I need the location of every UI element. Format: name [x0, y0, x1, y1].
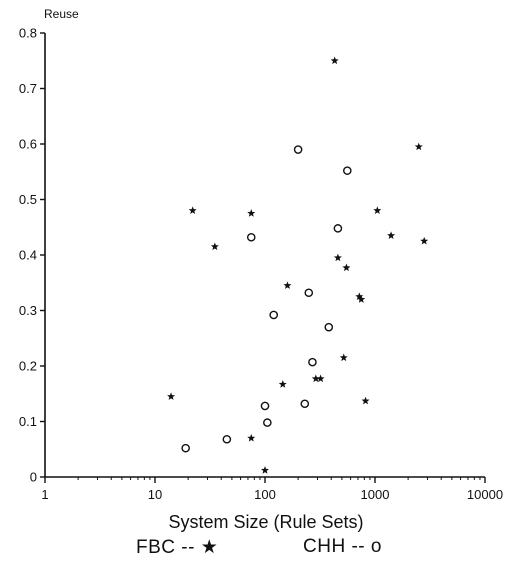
legend: FBC -- ★ CHH -- o: [0, 536, 515, 568]
chh-point: [324, 322, 334, 332]
fbc-point: [311, 374, 320, 383]
fbc-point: [355, 292, 364, 301]
x-tick-label: 1000: [361, 487, 390, 502]
x-axis-label: System Size (Rule Sets): [168, 512, 363, 532]
y-tick-label: 0.5: [19, 192, 37, 207]
y-tick-label: 0.6: [19, 137, 37, 152]
fbc-point: [261, 466, 269, 474]
chh-point: [300, 399, 310, 409]
y-axis-label: Reuse: [44, 7, 79, 21]
fbc-point: [316, 374, 325, 383]
fbc-point: [278, 380, 287, 388]
fbc-point: [188, 206, 197, 214]
fbc-point: [361, 396, 370, 405]
fbc-point: [167, 392, 176, 400]
y-tick-label: 0.2: [19, 359, 37, 374]
chh-point: [181, 443, 190, 453]
legend-chh: CHH -- o: [303, 536, 382, 558]
chh-point: [308, 357, 317, 367]
fbc-point: [247, 433, 256, 442]
x-tick-label: 100: [254, 487, 276, 502]
fbc-point: [414, 142, 423, 151]
chh-point: [333, 224, 343, 233]
fbc-point: [210, 242, 219, 251]
chh-point: [343, 166, 352, 175]
axes: 0 0.1 0.2 0.3 0.4 0.5 0.6 0.7 0.8 1 10 100 1000 10000: [19, 26, 503, 503]
chh-point: [263, 418, 272, 427]
x-tick-label: 10000: [467, 487, 503, 502]
fbc-point: [283, 281, 292, 289]
fbc-point: [420, 236, 429, 245]
x-tick-label: 10: [148, 487, 162, 502]
fbc-point: [339, 353, 348, 362]
fbc-point: [333, 253, 342, 262]
y-tick-label: 0.7: [19, 81, 37, 96]
fbc-point: [247, 209, 256, 217]
chh-point: [304, 288, 314, 298]
star-marker-icon: ★: [200, 537, 219, 558]
fbc-point: [357, 295, 366, 303]
legend-fbc: FBC -- ★: [136, 536, 218, 559]
fbc-point: [373, 206, 382, 214]
fbc-point: [387, 231, 396, 239]
chh-point: [260, 401, 270, 411]
chh-point: [293, 145, 303, 154]
y-tick-label: 0.4: [19, 248, 37, 263]
data-points: [167, 56, 429, 474]
legend-fbc-label: FBC --: [136, 537, 195, 558]
y-tick-label: 0: [30, 470, 37, 485]
y-tick-label: 0.8: [19, 26, 37, 41]
circle-marker-icon: o: [370, 536, 382, 557]
y-tick-label: 0.3: [19, 303, 37, 318]
chh-point: [222, 434, 232, 444]
fbc-point: [330, 56, 339, 65]
chh-point: [269, 310, 279, 320]
scatter-chart: 0 0.1 0.2 0.3 0.4 0.5 0.6 0.7 0.8 1 10 100 1000 10000…: [19, 7, 503, 532]
fbc-point: [342, 263, 351, 272]
y-tick-label: 0.1: [19, 414, 37, 429]
legend-chh-label: CHH --: [303, 536, 366, 557]
x-tick-label: 1: [41, 487, 48, 502]
chh-point: [246, 232, 256, 242]
